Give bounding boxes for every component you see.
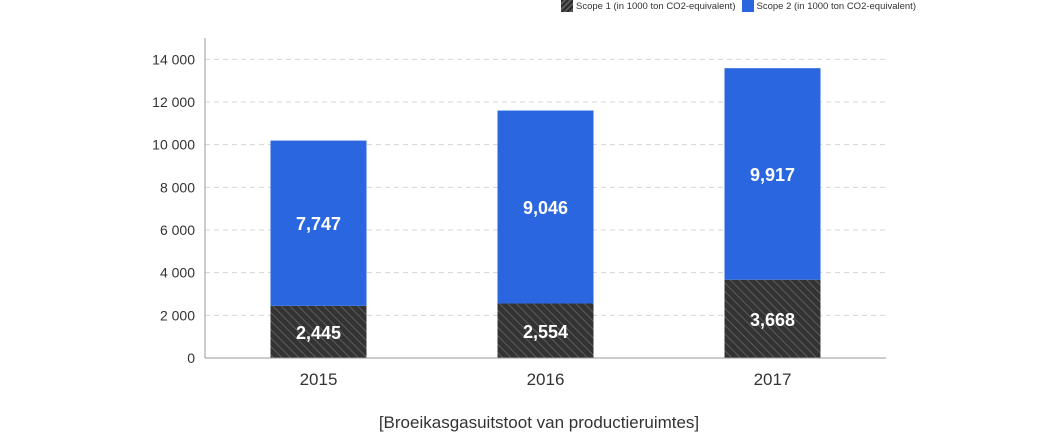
data-label: 3,668 bbox=[750, 310, 795, 330]
legend-swatch-scope1 bbox=[561, 0, 573, 12]
y-tick-label: 0 bbox=[187, 350, 195, 366]
bar-scope2-2015 bbox=[270, 140, 367, 306]
bar-scope1-2015 bbox=[270, 305, 367, 358]
data-label: 2,445 bbox=[296, 323, 341, 343]
y-tick-label: 10 000 bbox=[152, 137, 195, 153]
y-tick-label: 14 000 bbox=[152, 51, 195, 67]
bar-scope1-2017 bbox=[724, 279, 821, 358]
x-tick-label: 2015 bbox=[300, 370, 338, 389]
y-tick-label: 4 000 bbox=[160, 265, 195, 281]
legend-item-scope2: Scope 2 (in 1000 ton CO2-equivalent) bbox=[741, 0, 917, 12]
y-tick-label: 8 000 bbox=[160, 179, 195, 195]
data-label: 2,554 bbox=[523, 322, 568, 342]
bar-scope2-2017 bbox=[724, 68, 821, 280]
y-tick-label: 6 000 bbox=[160, 222, 195, 238]
legend-label-scope2: Scope 2 (in 1000 ton CO2-equivalent) bbox=[756, 0, 917, 12]
legend: Scope 1 (in 1000 ton CO2-equivalent) Sco… bbox=[555, 0, 916, 12]
legend-label-scope1: Scope 1 (in 1000 ton CO2-equivalent) bbox=[576, 0, 736, 12]
y-tick-label: 12 000 bbox=[152, 94, 195, 110]
x-tick-label: 2017 bbox=[754, 370, 792, 389]
bar-scope2-2016 bbox=[497, 110, 594, 304]
y-tick-label: 2 000 bbox=[160, 307, 195, 323]
bar-scope1-2016 bbox=[497, 303, 594, 358]
legend-item-scope1: Scope 1 (in 1000 ton CO2-equivalent) bbox=[561, 0, 736, 12]
legend-swatch-scope2 bbox=[741, 0, 754, 12]
chart-caption: [Broeikasgasuitstoot van productieruimte… bbox=[378, 413, 700, 432]
data-label: 7,747 bbox=[296, 214, 341, 234]
data-label: 9,917 bbox=[750, 165, 795, 185]
x-tick-label: 2016 bbox=[527, 370, 565, 389]
data-label: 9,046 bbox=[523, 198, 568, 218]
